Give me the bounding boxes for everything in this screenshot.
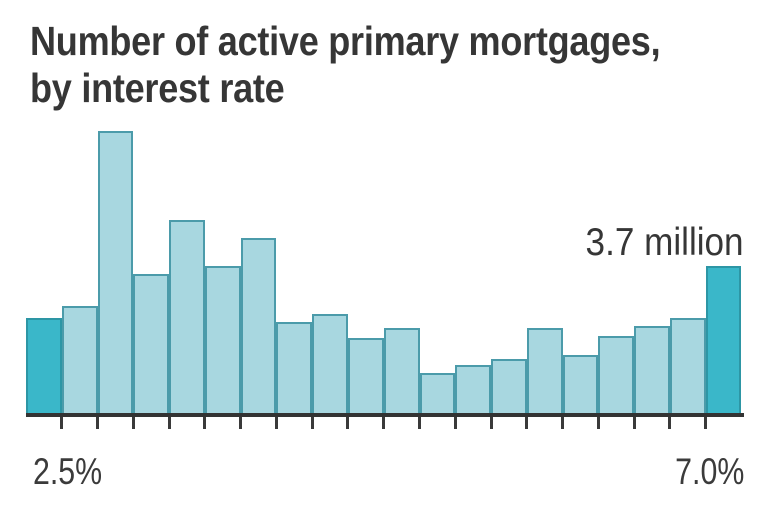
histogram-bar bbox=[347, 337, 384, 415]
x-axis-tick bbox=[310, 416, 314, 429]
histogram-bar bbox=[491, 358, 527, 415]
x-axis-tick bbox=[382, 416, 386, 429]
x-axis-line bbox=[26, 412, 744, 417]
histogram-bar bbox=[526, 327, 563, 415]
histogram-bar bbox=[133, 273, 170, 415]
x-axis-tick bbox=[239, 416, 243, 429]
x-axis-tick bbox=[167, 416, 171, 429]
histogram-bar-highlighted bbox=[705, 265, 742, 415]
x-axis-tick bbox=[203, 416, 207, 429]
histogram-bar bbox=[634, 325, 670, 415]
x-axis-tick bbox=[596, 416, 600, 429]
histogram-bar bbox=[276, 321, 313, 415]
histogram-bar bbox=[204, 265, 241, 415]
histogram-bar bbox=[383, 327, 420, 415]
histogram-bar bbox=[240, 237, 277, 415]
histogram-bar bbox=[598, 335, 635, 415]
chart-title-line1: Number of active primary mortgages, bbox=[30, 18, 661, 64]
x-axis-tick bbox=[632, 416, 636, 429]
histogram-bar bbox=[61, 305, 98, 415]
x-axis-tick bbox=[60, 416, 64, 429]
x-axis-tick bbox=[668, 416, 672, 429]
x-axis-tick bbox=[704, 416, 708, 429]
x-axis-tick bbox=[346, 416, 350, 429]
histogram-bar bbox=[669, 317, 706, 415]
histogram-bar-highlighted bbox=[26, 317, 62, 415]
x-axis-tick bbox=[561, 416, 565, 429]
histogram-bar bbox=[169, 219, 205, 415]
x-axis-tick bbox=[489, 416, 493, 429]
histogram-bar bbox=[97, 130, 134, 415]
x-axis-label-right: 7.0% bbox=[674, 451, 744, 492]
chart-title: Number of active primary mortgages, by i… bbox=[30, 18, 661, 112]
histogram-bar bbox=[312, 313, 348, 415]
x-axis-tick bbox=[453, 416, 457, 429]
histogram-bar bbox=[455, 364, 492, 415]
x-axis-tick bbox=[418, 416, 422, 429]
x-axis-label-left: 2.5% bbox=[33, 451, 103, 492]
x-axis-tick bbox=[525, 416, 529, 429]
histogram-bar bbox=[562, 354, 599, 415]
histogram-bar bbox=[419, 372, 456, 415]
x-axis-tick bbox=[274, 416, 278, 429]
chart-title-line2: by interest rate bbox=[30, 65, 285, 111]
value-annotation: 3.7 million bbox=[585, 221, 744, 264]
x-axis-tick bbox=[131, 416, 135, 429]
x-axis-tick bbox=[96, 416, 100, 429]
